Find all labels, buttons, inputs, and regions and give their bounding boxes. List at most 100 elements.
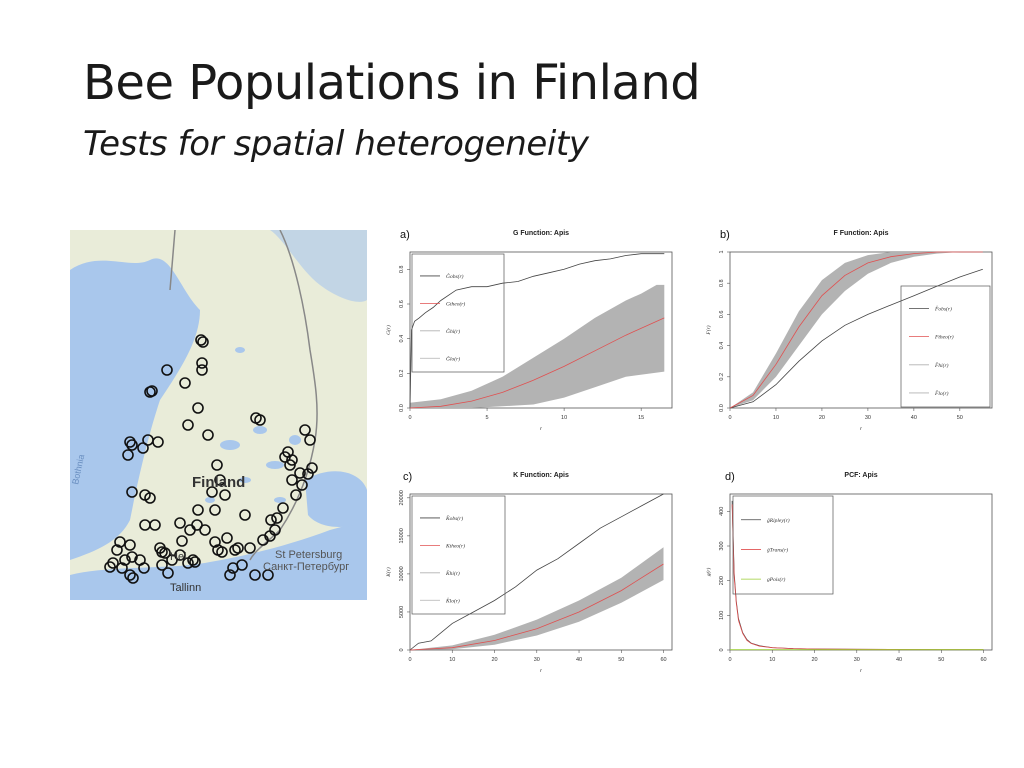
site-marker [219, 489, 231, 501]
site-marker [277, 502, 289, 514]
x-tick-label: 0 [728, 657, 731, 663]
y-axis-label: g(r) [705, 568, 712, 577]
x-tick-label: 30 [865, 415, 871, 421]
y-tick-label: 400 [719, 507, 725, 516]
y-tick-label: 0 [399, 648, 405, 651]
site-marker [156, 559, 168, 571]
g-function-chart: G Function: Apis 0 5 10 15 0.0 0.2 0.4 0.6 0.8 r G(… [385, 230, 673, 432]
legend-label: Ĝhi(r) [446, 327, 460, 335]
y-axis-label: F(r) [705, 325, 712, 335]
site-marker [284, 459, 296, 471]
x-tick-label: 0 [408, 657, 411, 663]
site-marker [152, 436, 164, 448]
x-tick-label: 50 [618, 657, 624, 663]
plot-frame [409, 493, 673, 651]
legend-box [732, 495, 834, 595]
y-tick-label: 0.2 [719, 373, 725, 381]
legend-label: ĝTrans(r) [767, 546, 788, 553]
site-marker [138, 562, 150, 574]
site-marker [192, 504, 204, 516]
legend-label: F̂hi(r) [934, 362, 949, 369]
legend-label: K̂obs(r) [445, 515, 463, 522]
site-marker [114, 536, 126, 548]
site-marker [196, 364, 208, 376]
label-st-petersburg: St Petersburg [275, 549, 342, 561]
envelope-band [410, 547, 664, 650]
y-tick-label: 0.4 [399, 335, 405, 343]
x-tick-label: 10 [769, 657, 775, 663]
site-marker [224, 569, 236, 581]
x-axis-label: r [860, 426, 863, 432]
x-tick-label: 30 [534, 657, 540, 663]
finnish-lakes [205, 347, 301, 503]
x-axis-label: r [540, 668, 543, 674]
x-tick-label: 20 [491, 657, 497, 663]
y-tick-label: 0.0 [719, 404, 725, 412]
upper-water [270, 230, 367, 302]
site-marker [271, 512, 283, 524]
series-line [409, 253, 665, 409]
envelope-band [410, 284, 665, 408]
map-svg: Finland St Petersburg Санкт-Петербург Ta… [70, 230, 367, 600]
x-tick-label: 40 [576, 657, 582, 663]
y-tick-label: 20000 [399, 490, 405, 505]
label-helsinki: Hel [170, 551, 187, 563]
legend-box [411, 253, 505, 373]
site-marker [209, 504, 221, 516]
lake-ladoga [305, 471, 367, 527]
legend-box [411, 495, 506, 615]
y-tick-label: 15000 [399, 528, 405, 543]
site-marker [124, 539, 136, 551]
x-tick-label: 20 [819, 415, 825, 421]
y-axis-label: G(r) [385, 325, 392, 335]
panel-d: d) PCF: Apis 0 10 20 30 40 50 60 0 100 200 300 400 r g… [700, 467, 1000, 697]
site-marker [249, 569, 261, 581]
site-marker [212, 544, 224, 556]
y-tick-label: 0.8 [399, 266, 405, 274]
x-tick-label: 50 [938, 657, 944, 663]
k-function-chart: K Function: Apis 0 10 20 30 40 50 60 0 5000 10000 1… [385, 472, 673, 674]
x-tick-label: 0 [408, 415, 411, 421]
y-tick-label: 300 [719, 541, 725, 550]
site-marker [122, 449, 134, 461]
y-tick-label: 1 [719, 250, 725, 253]
y-tick-label: 0.6 [399, 300, 405, 308]
y-axis-label: K(r) [385, 567, 392, 578]
site-marker [306, 462, 318, 474]
site-marker [296, 479, 308, 491]
label-finland: Finland [192, 474, 245, 491]
site-marker [211, 459, 223, 471]
x-tick-label: 15 [638, 415, 644, 421]
panel-a-letter: a) [400, 229, 410, 241]
x-tick-label: 10 [561, 415, 567, 421]
finland-map: Finland St Petersburg Санкт-Петербург Ta… [70, 230, 367, 600]
legend-label: Ĝobs(r) [446, 272, 464, 280]
site-marker [214, 474, 226, 486]
legend-label: K̂hi(r) [445, 570, 460, 577]
site-marker [149, 519, 161, 531]
site-marker [265, 514, 277, 526]
site-marker [192, 402, 204, 414]
y-tick-label: 0.2 [399, 370, 405, 378]
y-tick-label: 0.8 [719, 279, 725, 287]
y-tick-label: 10000 [399, 566, 405, 581]
site-marker [174, 549, 186, 561]
chart-title: F Function: Apis [834, 230, 889, 237]
site-marker [104, 561, 116, 573]
site-marker [182, 557, 194, 569]
site-marker [206, 486, 218, 498]
national-border [169, 230, 318, 561]
x-tick-label: 40 [896, 657, 902, 663]
panel-a: a) G Function: Apis 0 5 10 15 0.0 0.2 0.4 0.6 0.8… [380, 225, 680, 455]
chart-title: G Function: Apis [513, 230, 569, 237]
chart-title: K Function: Apis [513, 472, 569, 479]
site-marker [302, 468, 314, 480]
slide-title: Bee Populations in Finland [83, 55, 701, 111]
site-marker [174, 517, 186, 529]
site-marker [286, 474, 298, 486]
label-st-petersburg-cyrillic: Санкт-Петербург [263, 561, 349, 573]
legend-label: Gtheo(r) [446, 300, 465, 307]
site-marker [299, 424, 311, 436]
legend-box [900, 285, 991, 408]
site-marker [269, 524, 281, 536]
